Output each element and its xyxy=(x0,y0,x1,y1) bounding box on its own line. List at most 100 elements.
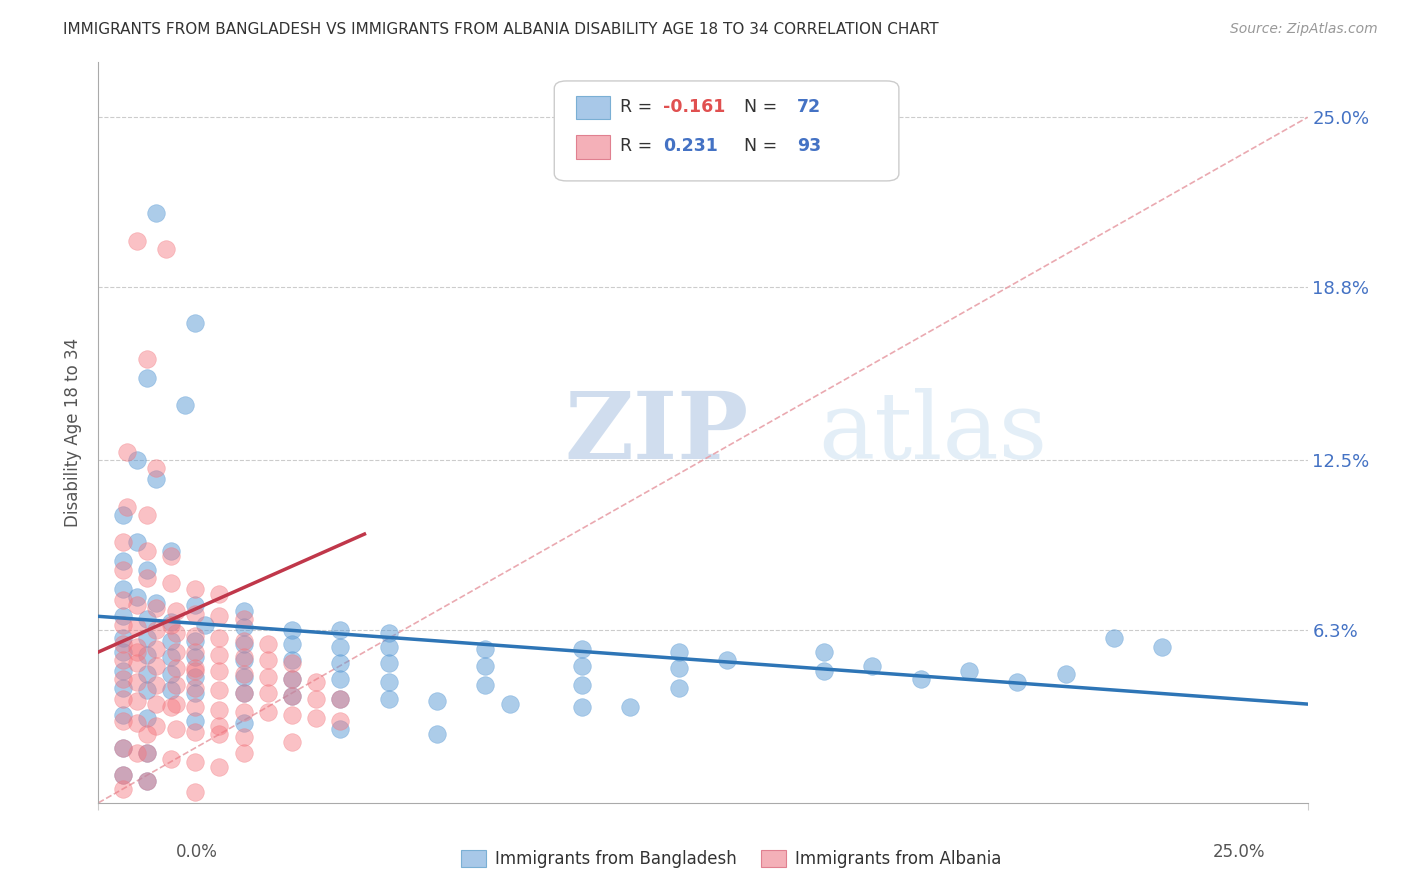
Point xyxy=(145,461,167,475)
Point xyxy=(668,661,690,675)
Point xyxy=(117,445,139,459)
Point xyxy=(111,741,134,756)
Text: R =: R = xyxy=(620,98,658,116)
Legend: Immigrants from Bangladesh, Immigrants from Albania: Immigrants from Bangladesh, Immigrants f… xyxy=(454,843,1008,875)
Point xyxy=(165,645,187,659)
Point xyxy=(426,727,449,741)
Point xyxy=(135,683,157,698)
Point xyxy=(135,727,157,741)
Point xyxy=(135,711,157,725)
Point xyxy=(184,686,207,700)
Point xyxy=(232,612,254,626)
Point xyxy=(165,697,187,711)
Point xyxy=(1152,640,1174,654)
Point xyxy=(111,741,134,756)
Point xyxy=(145,472,167,486)
Point xyxy=(127,453,149,467)
Point xyxy=(184,628,207,642)
Point xyxy=(127,234,149,248)
Point xyxy=(208,683,231,698)
Point xyxy=(165,625,187,640)
Point xyxy=(184,714,207,728)
Point xyxy=(111,632,134,646)
Point xyxy=(426,694,449,708)
Text: atlas: atlas xyxy=(818,388,1047,477)
Point xyxy=(111,617,134,632)
Point xyxy=(232,653,254,667)
Y-axis label: Disability Age 18 to 34: Disability Age 18 to 34 xyxy=(65,338,83,527)
Point xyxy=(145,658,167,673)
Point xyxy=(165,678,187,692)
Point xyxy=(184,681,207,695)
Point xyxy=(160,543,183,558)
Point xyxy=(145,206,167,220)
Point xyxy=(329,623,352,637)
Point xyxy=(135,351,157,366)
Point xyxy=(111,664,134,678)
Point xyxy=(145,678,167,692)
FancyBboxPatch shape xyxy=(576,135,610,159)
Point xyxy=(135,667,157,681)
Point xyxy=(256,670,278,684)
Point xyxy=(174,398,197,412)
Point xyxy=(111,609,134,624)
Point xyxy=(571,699,593,714)
Point xyxy=(111,673,134,687)
Point xyxy=(377,675,399,690)
Point xyxy=(474,642,496,657)
Point xyxy=(135,747,157,761)
Point xyxy=(184,650,207,665)
Text: 25.0%: 25.0% xyxy=(1213,843,1265,861)
Point xyxy=(111,768,134,782)
Point xyxy=(208,664,231,678)
Point xyxy=(160,549,183,563)
Point xyxy=(135,773,157,788)
Point xyxy=(160,667,183,681)
Text: N =: N = xyxy=(734,137,783,155)
Point xyxy=(160,650,183,665)
Point xyxy=(165,604,187,618)
Point xyxy=(281,689,304,703)
Point xyxy=(160,752,183,766)
Point xyxy=(145,697,167,711)
Point xyxy=(184,316,207,330)
Point xyxy=(165,722,187,736)
Point xyxy=(111,563,134,577)
Point xyxy=(232,670,254,684)
Point xyxy=(184,724,207,739)
Point xyxy=(184,599,207,613)
Point xyxy=(281,708,304,723)
Point xyxy=(281,653,304,667)
Point xyxy=(571,642,593,657)
Point xyxy=(194,617,217,632)
Point xyxy=(135,632,157,646)
Point xyxy=(1102,632,1125,646)
Point xyxy=(256,686,278,700)
Point xyxy=(208,727,231,741)
Point xyxy=(498,697,520,711)
Point xyxy=(127,620,149,634)
Point xyxy=(208,632,231,646)
Point xyxy=(184,670,207,684)
Point xyxy=(377,656,399,670)
Point xyxy=(232,686,254,700)
Point xyxy=(232,634,254,648)
Point xyxy=(208,609,231,624)
Point xyxy=(135,371,157,385)
Point xyxy=(111,508,134,522)
Point xyxy=(111,535,134,549)
Point xyxy=(184,607,207,621)
Point xyxy=(145,719,167,733)
Text: R =: R = xyxy=(620,137,658,155)
Point xyxy=(184,582,207,596)
FancyBboxPatch shape xyxy=(576,95,610,120)
Point xyxy=(127,716,149,731)
FancyBboxPatch shape xyxy=(554,81,898,181)
Point xyxy=(281,637,304,651)
Point xyxy=(208,702,231,716)
Point xyxy=(111,645,134,659)
Point xyxy=(155,242,177,256)
Point xyxy=(184,755,207,769)
Point xyxy=(377,640,399,654)
Point xyxy=(160,634,183,648)
